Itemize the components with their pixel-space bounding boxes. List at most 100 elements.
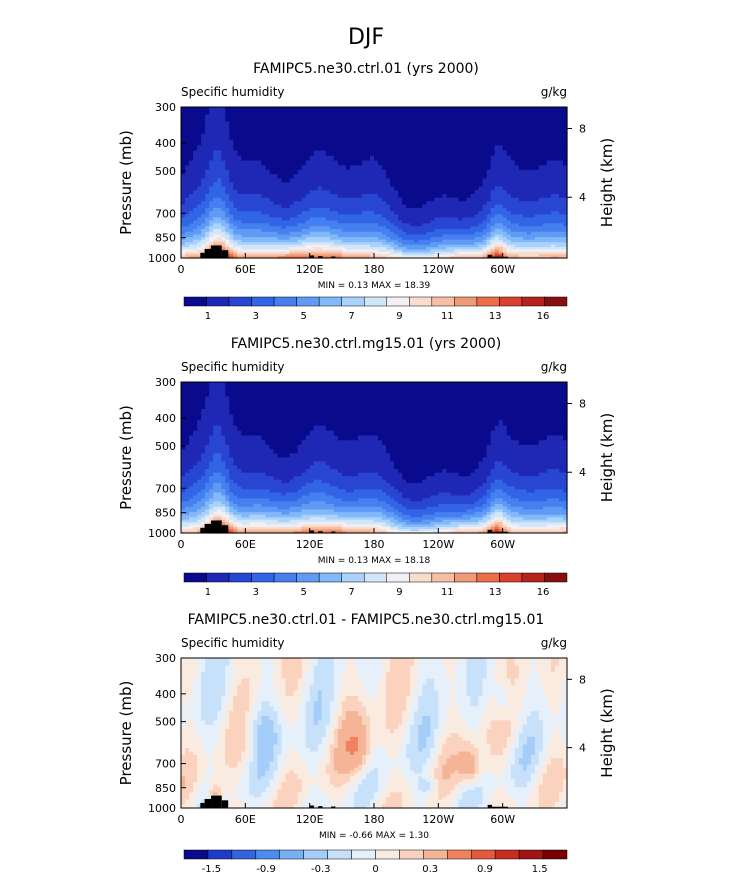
field-cell (378, 203, 383, 208)
field-cell (522, 144, 528, 151)
field-cell (534, 185, 540, 191)
field-cell (422, 159, 427, 166)
field-cell (406, 530, 411, 534)
field-cell (558, 236, 564, 240)
field-cell (361, 255, 367, 259)
field-cell (546, 107, 552, 115)
field-cell (518, 133, 524, 140)
field-cell (357, 511, 363, 515)
field-cell (245, 213, 250, 218)
field-cell (478, 177, 484, 183)
field-cell (309, 523, 315, 527)
field-cell (558, 231, 564, 235)
field-cell (189, 207, 194, 212)
field-cell (398, 216, 403, 221)
field-cell (193, 251, 198, 255)
field-cell (233, 164, 238, 170)
field-cell (365, 185, 371, 191)
field-cell (534, 222, 540, 227)
field-cell (361, 508, 367, 513)
field-cell (281, 193, 287, 198)
field-cell (542, 228, 548, 232)
field-cell (293, 523, 299, 527)
field-cell (446, 246, 451, 250)
field-cell (546, 231, 552, 235)
field-cell (225, 508, 230, 513)
field-cell (438, 228, 443, 232)
field-cell (277, 519, 283, 523)
field-cell (205, 200, 210, 205)
field-cell (498, 197, 504, 202)
field-cell (530, 231, 536, 235)
field-cell (209, 239, 214, 243)
field-cell (193, 120, 198, 128)
field-cell (337, 222, 343, 227)
field-cell (205, 516, 210, 520)
field-cell (442, 255, 447, 259)
field-cell (349, 528, 355, 532)
field-cell (265, 169, 271, 175)
field-cell (281, 508, 287, 513)
field-cell (542, 523, 548, 527)
field-cell (374, 521, 379, 525)
field-cell (482, 149, 488, 156)
field-cell (321, 149, 327, 156)
field-cell (466, 526, 472, 530)
field-cell (277, 255, 283, 259)
field-cell (558, 251, 564, 255)
field-cell (394, 197, 399, 202)
field-cell (470, 149, 476, 156)
field-cell (490, 193, 496, 198)
field-cell (382, 173, 387, 179)
field-cell (209, 139, 214, 146)
field-cell (438, 127, 443, 134)
field-cell (237, 155, 242, 161)
field-cell (542, 149, 548, 156)
field-cell (518, 216, 524, 221)
field-cell (337, 127, 343, 134)
field-cell (418, 239, 423, 243)
field-cell (301, 241, 307, 245)
field-cell (474, 149, 480, 156)
field-cell (450, 239, 456, 243)
field-cell (550, 133, 556, 140)
field-cell (293, 133, 299, 140)
field-cell (201, 120, 206, 128)
field-cell (530, 526, 536, 530)
field-cell (386, 197, 391, 202)
field-cell (422, 213, 427, 218)
field-cell (353, 526, 359, 530)
field-cell (530, 213, 536, 218)
field-cell (426, 177, 431, 183)
field-cell (345, 225, 351, 230)
field-cell (426, 144, 431, 151)
field-cell (558, 155, 564, 161)
field-cell (301, 210, 307, 215)
field-cell (349, 519, 355, 523)
y-tick-label: 400 (155, 137, 176, 150)
field-cell (193, 255, 198, 259)
field-cell (277, 149, 283, 156)
field-cell (394, 236, 399, 240)
field-cell (333, 251, 339, 255)
field-cell (305, 521, 311, 525)
field-cell (357, 107, 363, 115)
field-cell (269, 231, 275, 235)
field-cell (538, 233, 544, 238)
field-cell (261, 185, 267, 191)
field-cell (329, 225, 335, 230)
field-cell (474, 528, 480, 532)
field-cell (510, 225, 516, 230)
field-cell (390, 255, 395, 259)
field-cell (325, 511, 331, 515)
field-cell (357, 203, 363, 208)
field-cell (442, 508, 447, 513)
field-cell (229, 233, 234, 238)
field-cell (309, 521, 315, 525)
field-cell (273, 225, 279, 230)
field-cell (462, 225, 468, 230)
field-cell (506, 251, 512, 255)
field-cell (526, 228, 532, 232)
field-cell (337, 241, 343, 245)
field-cell (249, 173, 254, 179)
